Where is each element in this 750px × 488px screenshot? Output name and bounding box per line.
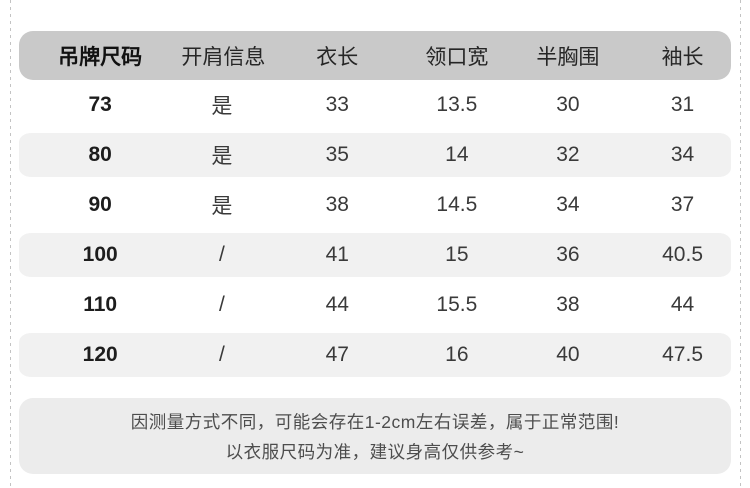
table-row-73: 73 是 33 13.5 30 31 — [19, 80, 731, 130]
table-row-100: 100 / 41 15 36 40.5 — [19, 230, 731, 280]
cell-half-chest: 38 — [556, 293, 580, 316]
cell-size: 90 — [88, 193, 112, 216]
cell-half-chest: 40 — [556, 343, 580, 366]
header-cell-neck-width: 领口宽 — [425, 45, 489, 69]
cell-half-chest: 34 — [556, 193, 580, 216]
cell-shoulder: 是 — [211, 145, 233, 168]
cell-length: 47 — [325, 343, 349, 366]
cell-shoulder: / — [218, 343, 225, 366]
cell-shoulder: 是 — [211, 195, 233, 218]
cell-shoulder: / — [218, 293, 225, 316]
header-cell-shoulder: 开肩信息 — [181, 45, 266, 69]
cell-half-chest: 36 — [556, 243, 580, 266]
cell-size: 100 — [82, 243, 118, 266]
left-dashed-border — [10, 0, 11, 488]
header-cell-length: 衣长 — [316, 45, 359, 69]
cell-size: 73 — [88, 93, 112, 116]
cell-sleeve: 40.5 — [662, 243, 703, 266]
cell-sleeve: 44 — [670, 293, 695, 316]
header-cell-sleeve: 袖长 — [661, 45, 704, 69]
note-line-1: 因测量方式不同，可能会存在1-2cm左右误差，属于正常范围! — [130, 411, 620, 432]
right-dashed-border — [740, 0, 741, 488]
cell-size: 110 — [83, 293, 118, 316]
table-header-row: 吊牌尺码 开肩信息 衣长 领口宽 半胸围 袖长 — [19, 31, 731, 80]
cell-length: 44 — [325, 293, 349, 316]
cell-length: 35 — [325, 143, 349, 166]
cell-size: 120 — [82, 343, 118, 366]
cell-length: 41 — [325, 243, 349, 266]
cell-size: 80 — [88, 143, 112, 166]
cell-neck-width: 15.5 — [436, 293, 478, 316]
cell-neck-width: 13.5 — [436, 93, 478, 116]
size-chart-table: 吊牌尺码 开肩信息 衣长 领口宽 半胸围 袖长 73 是 33 13.5 30 … — [19, 31, 731, 380]
cell-sleeve: 34 — [670, 143, 695, 166]
measurement-note-box: 因测量方式不同，可能会存在1-2cm左右误差，属于正常范围! 以衣服尺码为准，建… — [19, 398, 731, 474]
header-cell-tag-size: 吊牌尺码 — [58, 45, 143, 69]
note-line-2: 以衣服尺码为准，建议身高仅供参考~ — [225, 441, 525, 462]
cell-sleeve: 37 — [670, 193, 695, 216]
cell-neck-width: 16 — [445, 343, 469, 366]
header-cell-half-chest: 半胸围 — [536, 45, 600, 69]
table-row-110: 110 / 44 15.5 38 44 — [19, 280, 731, 330]
cell-neck-width: 15 — [445, 243, 469, 266]
cell-length: 38 — [325, 193, 349, 216]
cell-half-chest: 32 — [556, 143, 580, 166]
cell-sleeve: 31 — [670, 93, 695, 116]
table-row-120: 120 / 47 16 40 47.5 — [19, 330, 731, 380]
cell-shoulder: 是 — [211, 95, 233, 118]
table-row-90: 90 是 38 14.5 34 37 — [19, 180, 731, 230]
cell-sleeve: 47.5 — [662, 343, 703, 366]
cell-neck-width: 14.5 — [436, 193, 478, 216]
cell-half-chest: 30 — [556, 93, 580, 116]
cell-neck-width: 14 — [445, 143, 469, 166]
table-row-80: 80 是 35 14 32 34 — [19, 130, 731, 180]
cell-length: 33 — [325, 93, 349, 116]
cell-shoulder: / — [218, 243, 225, 266]
